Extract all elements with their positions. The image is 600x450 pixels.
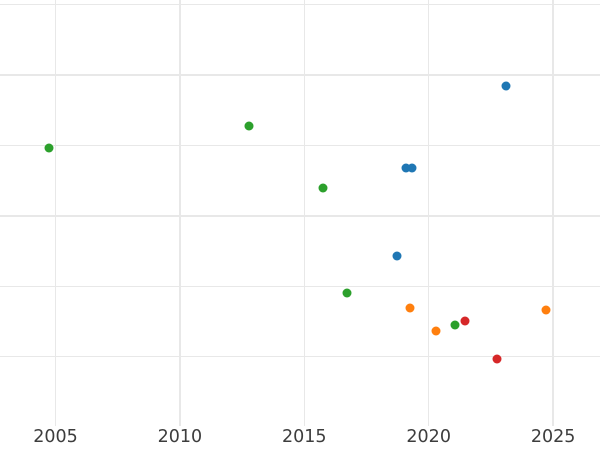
data-point-green xyxy=(450,320,460,329)
data-point-orange xyxy=(431,326,441,336)
data-point-green xyxy=(44,143,54,153)
gridline-vertical xyxy=(427,0,430,426)
data-point-blue xyxy=(401,163,411,173)
gridline-vertical xyxy=(179,0,181,426)
x-tick-label: 2015 xyxy=(282,427,327,447)
data-point-orange xyxy=(541,305,551,315)
data-point-green xyxy=(244,121,254,131)
data-point-red xyxy=(492,354,502,364)
gridline-horizontal xyxy=(0,3,600,6)
data-point-blue xyxy=(392,251,401,261)
x-tick-label: 2005 xyxy=(33,427,78,447)
gridline-horizontal xyxy=(0,144,600,147)
gridline-vertical xyxy=(303,0,306,426)
data-point-red xyxy=(460,316,470,325)
gridline-horizontal xyxy=(0,355,600,358)
data-point-orange xyxy=(405,303,415,312)
gridline-vertical xyxy=(54,0,57,426)
gridline-vertical xyxy=(552,0,554,426)
data-point-blue xyxy=(407,163,417,173)
x-tick-label: 2025 xyxy=(530,427,576,447)
data-point-blue xyxy=(501,81,511,91)
gridline-horizontal xyxy=(0,285,600,288)
data-point-green xyxy=(342,288,352,298)
gridline-horizontal xyxy=(0,74,600,76)
data-point-green xyxy=(318,183,328,193)
x-tick-label: 2010 xyxy=(157,427,203,447)
gridline-horizontal xyxy=(0,215,600,217)
x-tick-label: 2020 xyxy=(406,427,451,447)
